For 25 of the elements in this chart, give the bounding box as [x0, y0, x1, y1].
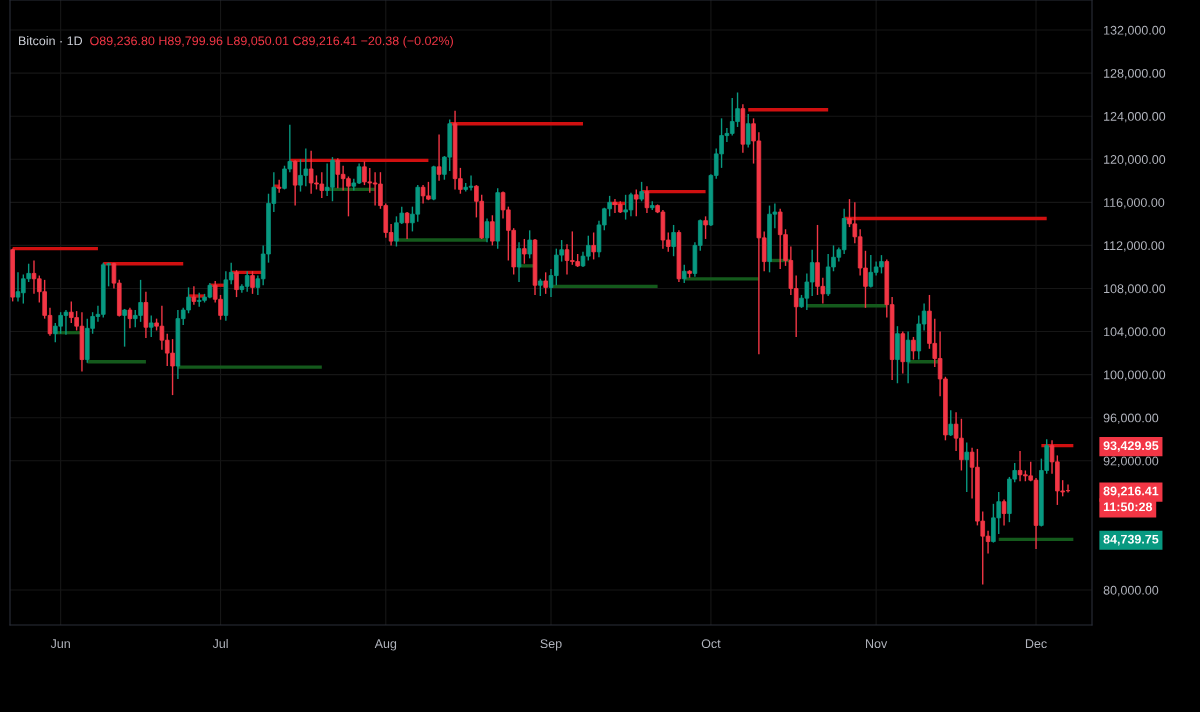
x-tick-label: Nov: [866, 639, 888, 649]
y-tick-label: 116,000.00: [1104, 198, 1165, 209]
x-tick-label: Jun: [50, 639, 70, 649]
x-tick-label: Sep: [540, 639, 562, 651]
y-tick-label: 84,739.75: [1103, 534, 1159, 546]
y-tick-label: 80,000.00: [1103, 585, 1159, 597]
y-tick-label: 89,216.41: [1103, 486, 1159, 498]
y-tick-label: 128,000.00: [1104, 68, 1166, 80]
text: O89,236.80 H89,799.96 L89,050.01 C89,216.41 −20.38 (−0.02%): [90, 36, 453, 48]
x-tick-label: Oct: [701, 639, 721, 649]
text: 11:50:28: [1103, 502, 1153, 512]
y-tick-label: 108,000.00: [1104, 284, 1166, 295]
x-tick-label: Jul: [212, 638, 228, 649]
y-tick-label: 112,000.00: [1104, 241, 1165, 252]
y-tick-label: 93,429.95: [1103, 441, 1159, 452]
y-tick-label: 100,000.00: [1104, 370, 1166, 381]
text: Bitcoin · 1D: [19, 36, 83, 46]
x-tick-label: Dec: [1025, 639, 1047, 649]
y-tick-label: 96,000.00: [1103, 413, 1159, 424]
y-tick-label: 124,000.00: [1104, 111, 1166, 123]
x-tick-label: Aug: [374, 639, 397, 651]
y-tick-label: 132,000.00: [1104, 25, 1166, 37]
y-tick-label: 92,000.00: [1103, 456, 1159, 467]
y-tick-label: 120,000.00: [1104, 155, 1166, 166]
y-tick-label: 104,000.00: [1104, 327, 1166, 338]
